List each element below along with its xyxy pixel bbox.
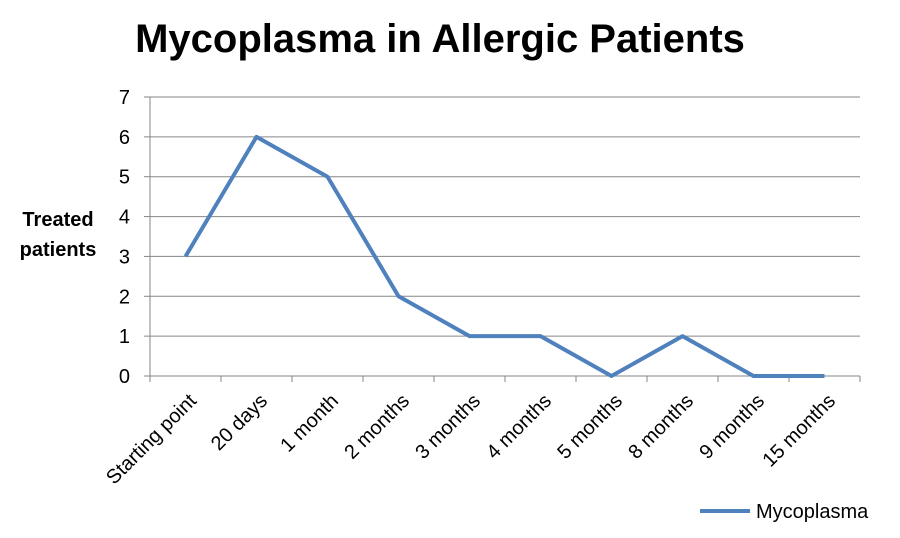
- chart-title: Mycoplasma in Allergic Patients: [135, 17, 745, 61]
- y-tick-label: 5: [119, 167, 130, 189]
- x-tick-label: 3 months: [411, 390, 485, 464]
- x-tick-label: 15 months: [758, 390, 840, 472]
- y-tick-label: 3: [119, 246, 130, 268]
- x-tick-label: 8 months: [624, 390, 698, 464]
- x-tick-label: 4 months: [482, 390, 556, 464]
- y-axis-label: Treated patients: [19, 209, 97, 261]
- y-tick-label: 2: [119, 286, 130, 308]
- x-tick-label: 9 months: [695, 390, 769, 464]
- x-tick-label: 1 month: [276, 390, 343, 457]
- y-tick-label: 6: [119, 127, 130, 149]
- legend-label: Mycoplasma: [756, 501, 869, 523]
- y-tick-label: 0: [119, 366, 130, 388]
- y-tick-label: 4: [119, 207, 130, 229]
- x-tick-label: 20 days: [207, 390, 272, 455]
- x-tick-label: 2 months: [340, 390, 414, 464]
- y-tick-label: 7: [119, 87, 130, 109]
- y-tick-label: 1: [119, 326, 130, 348]
- x-tick-label: 5 months: [553, 390, 627, 464]
- x-tick-label: Starting point: [102, 390, 201, 489]
- data-line: [183, 134, 825, 378]
